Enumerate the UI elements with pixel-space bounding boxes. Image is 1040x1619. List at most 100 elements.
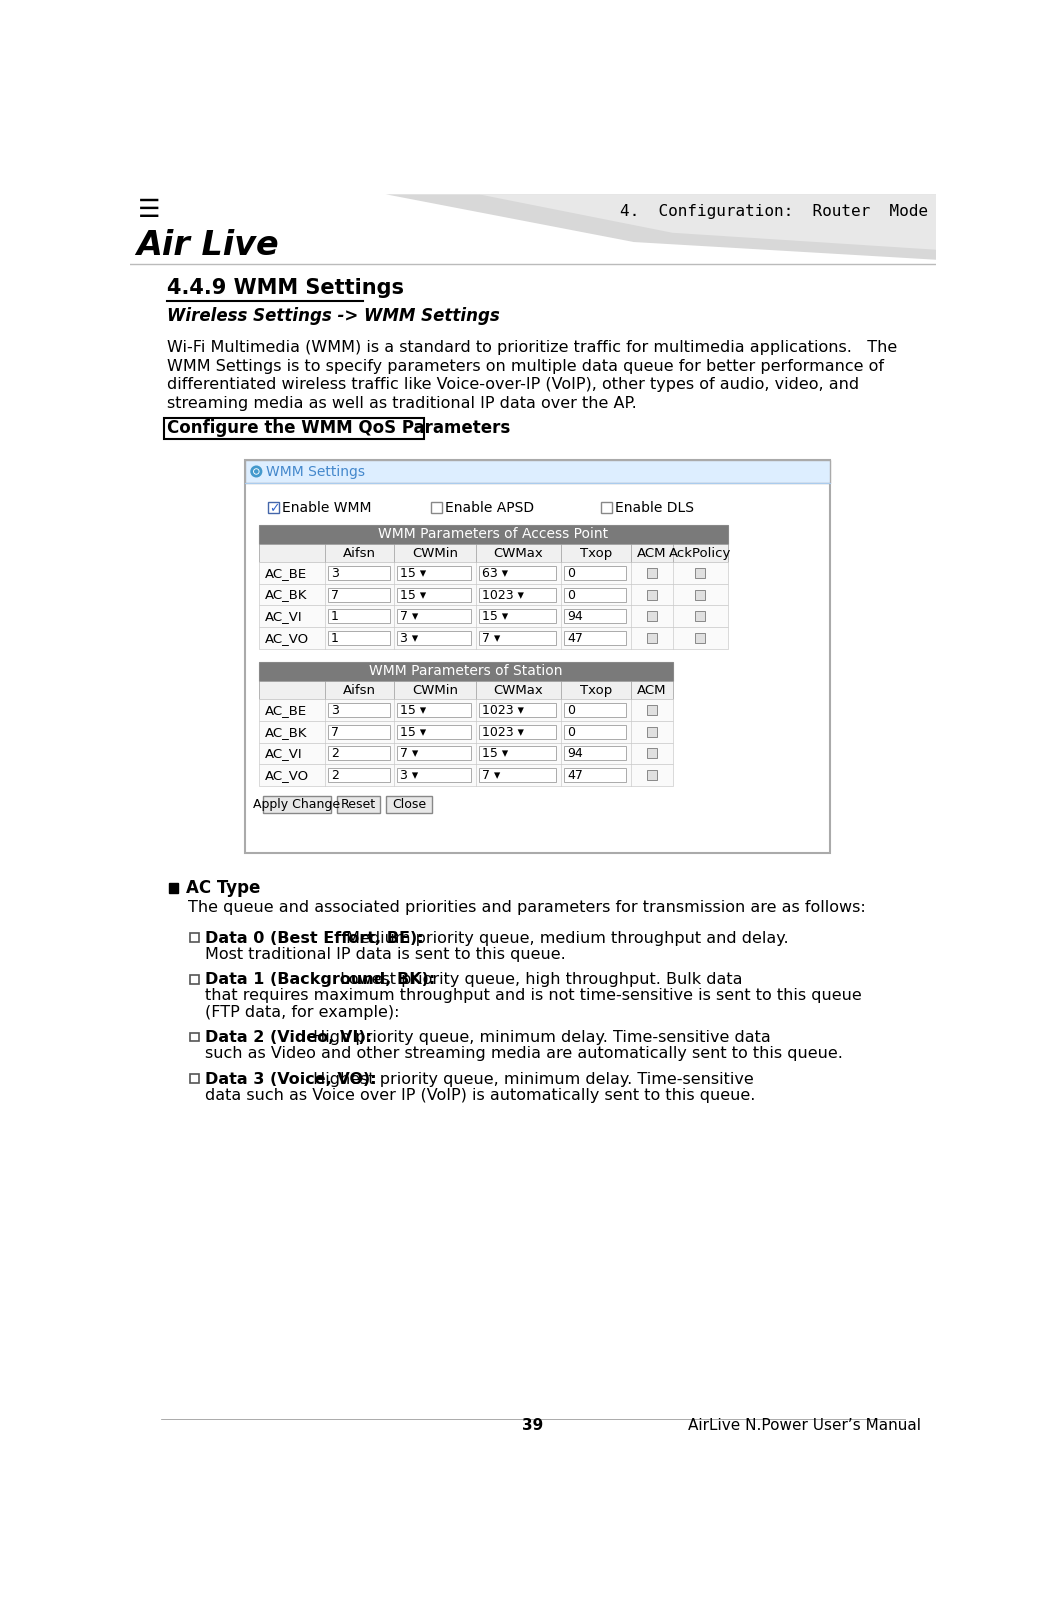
Bar [696,589,705,599]
Text: 47: 47 [567,631,583,644]
Text: differentiated wireless traffic like Voice-over-IP (VoIP), other types of audio,: differentiated wireless traffic like Voi… [167,377,859,392]
Bar [647,727,657,737]
Text: 15 ▾: 15 ▾ [400,567,426,580]
Bar [164,418,423,439]
Text: streaming media as well as traditional IP data over the AP.: streaming media as well as traditional I… [167,395,636,411]
Text: WMM Settings is to specify parameters on multiple data queue for better performa: WMM Settings is to specify parameters on… [167,359,884,374]
Bar [397,567,471,580]
Text: 4.4.9 WMM Settings: 4.4.9 WMM Settings [167,278,405,298]
Text: 2: 2 [331,769,339,782]
Text: Configure the WMM QoS Parameters: Configure the WMM QoS Parameters [167,419,511,437]
Text: 7: 7 [331,589,339,602]
Text: Data 1 (Background, BK):: Data 1 (Background, BK): [205,973,436,988]
Text: WMM Settings: WMM Settings [266,465,365,479]
Bar [564,609,626,623]
Bar [244,460,830,853]
Text: 1: 1 [331,610,339,623]
Bar [328,631,390,644]
Text: 63 ▾: 63 ▾ [482,567,508,580]
Bar [328,588,390,602]
Bar [259,720,673,743]
Text: Enable DLS: Enable DLS [615,500,694,515]
Text: AC_VO: AC_VO [265,631,309,644]
Bar [564,567,626,580]
Text: 15 ▾: 15 ▾ [482,610,508,623]
Text: Aifsn: Aifsn [343,547,375,560]
Bar [397,703,471,717]
Text: The queue and associated priorities and parameters for transmission are as follo: The queue and associated priorities and … [188,900,866,915]
Text: 3: 3 [331,704,339,717]
Bar [564,725,626,738]
Polygon shape [386,194,936,259]
Text: Data 3 (Voice, VO):: Data 3 (Voice, VO): [205,1072,376,1086]
Bar [386,797,433,813]
Text: AC_VO: AC_VO [265,769,309,782]
Text: 2: 2 [331,746,339,761]
Text: AC_BK: AC_BK [265,725,308,738]
Bar [478,703,556,717]
Text: Apply Change: Apply Change [253,798,340,811]
Text: CWMax: CWMax [493,683,543,698]
Text: 15 ▾: 15 ▾ [400,589,426,602]
Text: Lowest priority queue, high throughput. Bulk data: Lowest priority queue, high throughput. … [335,973,743,988]
Text: 39: 39 [522,1418,544,1433]
Text: Aifsn: Aifsn [343,683,375,698]
Bar [259,662,673,682]
Bar [564,588,626,602]
Bar [478,746,556,761]
Bar [259,544,728,562]
Bar [259,743,673,764]
Text: CWMin: CWMin [412,547,458,560]
Bar [647,748,657,758]
Text: Wi-Fi Multimedia (WMM) is a standard to prioritize traffic for multimedia applic: Wi-Fi Multimedia (WMM) is a standard to … [167,340,898,355]
Bar [259,699,673,720]
Text: Highest priority queue, minimum delay. Time-sensitive: Highest priority queue, minimum delay. T… [308,1072,754,1086]
Text: AC_BE: AC_BE [265,567,307,580]
Bar [397,588,471,602]
Bar [190,934,199,942]
Bar [478,609,556,623]
Text: data such as Voice over IP (VoIP) is automatically sent to this queue.: data such as Voice over IP (VoIP) is aut… [205,1088,755,1103]
Text: 3 ▾: 3 ▾ [400,769,418,782]
Bar [259,562,728,584]
Text: AC_BK: AC_BK [265,589,308,602]
Text: (FTP data, for example):: (FTP data, for example): [205,1005,399,1020]
Bar [259,526,728,544]
Text: WMM Parameters of Station: WMM Parameters of Station [369,664,563,678]
Bar [328,609,390,623]
Text: ACM: ACM [638,547,667,560]
Bar [190,975,199,983]
Text: 94: 94 [567,746,582,761]
Text: 0: 0 [567,725,575,738]
Bar [259,682,673,699]
Bar [478,725,556,738]
Bar [696,568,705,578]
Text: Txop: Txop [579,547,612,560]
Text: 7 ▾: 7 ▾ [482,631,500,644]
Text: 15 ▾: 15 ▾ [482,746,508,761]
Text: AC Type: AC Type [186,879,260,897]
Text: 4.  Configuration:  Router  Mode: 4. Configuration: Router Mode [620,204,929,219]
Bar [696,612,705,622]
Bar [397,609,471,623]
Polygon shape [478,194,936,249]
Text: Medium priority queue, medium throughput and delay.: Medium priority queue, medium throughput… [341,931,788,945]
Text: 1023 ▾: 1023 ▾ [482,704,524,717]
Text: AC_BE: AC_BE [265,704,307,717]
Circle shape [254,470,259,474]
Bar [259,627,728,649]
Bar [647,706,657,716]
Text: 0: 0 [567,567,575,580]
Bar [328,725,390,738]
Text: Air Live: Air Live [136,228,279,262]
Bar [647,568,657,578]
Text: 47: 47 [567,769,583,782]
Bar [564,703,626,717]
Text: 15 ▾: 15 ▾ [400,704,426,717]
Bar [601,502,613,513]
Text: such as Video and other streaming media are automatically sent to this queue.: such as Video and other streaming media … [205,1046,843,1060]
Bar [647,589,657,599]
Bar [478,631,556,644]
Bar [397,725,471,738]
Bar [478,588,556,602]
